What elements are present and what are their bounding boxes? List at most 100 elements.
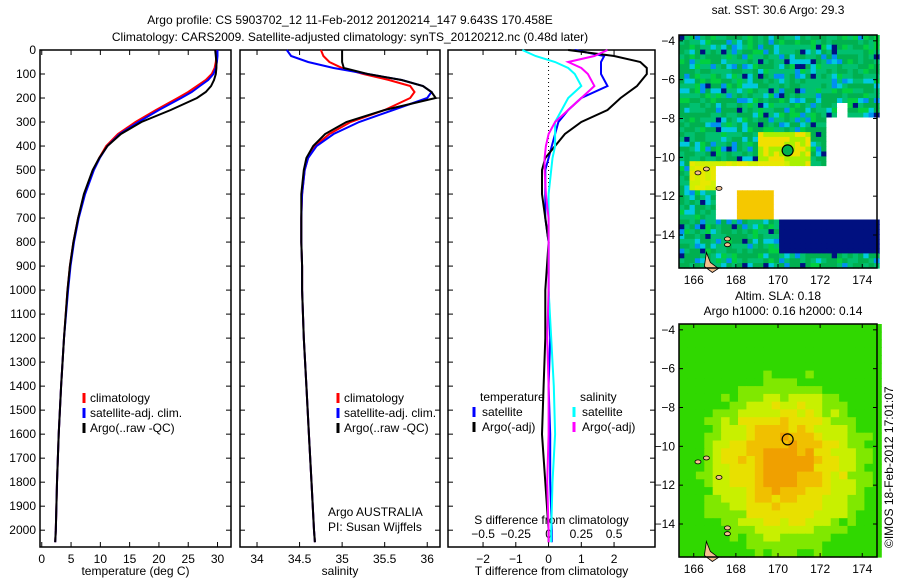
- map-cell: [858, 73, 864, 80]
- map-cell: [797, 432, 806, 442]
- map-cell: [754, 525, 764, 535]
- map-cell: [729, 393, 739, 403]
- map-cell: [679, 393, 688, 403]
- island-shape: [694, 170, 702, 176]
- map-cell: [805, 78, 812, 85]
- map-cell: [752, 132, 759, 138]
- map-cell: [788, 378, 798, 387]
- map-cell: [768, 112, 775, 119]
- map-cell: [852, 127, 859, 133]
- map-cell: [847, 132, 854, 138]
- map-cell: [742, 161, 749, 167]
- map-cell: [868, 103, 875, 109]
- x-tick-label: 0: [545, 552, 552, 566]
- map-cell: [687, 378, 697, 387]
- map-cell: [689, 209, 696, 216]
- map-cell: [852, 224, 859, 230]
- y-tick-label: −8: [661, 111, 675, 125]
- map-cell: [822, 362, 832, 372]
- map-cell: [736, 214, 743, 221]
- map-cell: [839, 409, 849, 418]
- map-cell: [805, 73, 812, 80]
- map-cell: [784, 224, 791, 230]
- map-cell: [758, 224, 764, 230]
- map-cell: [780, 541, 790, 550]
- map-cell: [752, 136, 759, 143]
- map-cell: [789, 234, 796, 240]
- map-cell: [858, 219, 864, 225]
- map-cell: [800, 54, 806, 60]
- map-cell: [729, 533, 739, 543]
- map-cell: [731, 136, 738, 143]
- map-cell: [810, 122, 817, 128]
- map-cell: [822, 355, 832, 364]
- map-cell: [758, 166, 764, 172]
- map-cell: [800, 185, 806, 191]
- map-cell: [830, 471, 840, 480]
- map-cell: [771, 409, 781, 418]
- map-cell: [715, 54, 722, 60]
- map-cell: [758, 49, 764, 56]
- map-cell: [715, 98, 722, 104]
- map-cell: [731, 151, 738, 157]
- map-cell: [842, 200, 849, 206]
- map-cell: [852, 175, 859, 182]
- map-cell: [746, 471, 756, 480]
- map-cell: [763, 471, 773, 480]
- map-cell: [700, 258, 706, 264]
- map-cell: [715, 224, 722, 230]
- map-cell: [868, 175, 875, 182]
- map-cell: [704, 533, 714, 543]
- map-cell: [710, 122, 717, 128]
- map-cell: [858, 263, 864, 269]
- map-cell: [704, 463, 714, 473]
- map-cell: [794, 161, 801, 167]
- map-cell: [721, 107, 727, 114]
- map-cell: [863, 73, 870, 80]
- map-cell: [800, 243, 806, 250]
- map-cell: [731, 263, 738, 269]
- map-cell: [729, 479, 739, 488]
- map-cell: [813, 432, 823, 442]
- map-cell: [864, 471, 874, 480]
- map-cell: [721, 229, 727, 235]
- map-cell: [815, 258, 822, 264]
- y-tick-label: 100: [16, 67, 36, 81]
- map-cell: [704, 370, 714, 379]
- map-cell: [831, 166, 838, 172]
- map-cell: [752, 161, 759, 167]
- map-cell: [747, 229, 754, 235]
- map-cell: [687, 549, 697, 558]
- map-cell: [736, 253, 743, 259]
- map-cell: [864, 510, 874, 519]
- map-cell: [752, 166, 759, 172]
- map-cell: [694, 44, 701, 51]
- map-cell: [768, 180, 775, 187]
- map-cell: [679, 425, 688, 434]
- map-cell: [858, 88, 864, 94]
- map-cell: [687, 393, 697, 403]
- map-cell: [826, 73, 833, 80]
- plot-frame: [447, 49, 656, 548]
- map-cell: [826, 146, 833, 153]
- map-cell: [710, 243, 717, 250]
- map-cell: [726, 190, 733, 196]
- map-cell: [794, 98, 801, 104]
- map-cell: [700, 88, 706, 94]
- map-cell: [754, 463, 764, 473]
- map-cell: [752, 209, 759, 216]
- map-cell: [738, 409, 747, 418]
- map-cell: [736, 136, 743, 143]
- map-cell: [813, 347, 823, 356]
- map-cell: [687, 386, 697, 395]
- map-cell: [736, 209, 743, 216]
- map-cell: [855, 386, 865, 395]
- map-cell: [789, 209, 796, 216]
- map-cell: [858, 127, 864, 133]
- y-tick-label: 600: [16, 187, 36, 201]
- map-cell: [831, 214, 838, 221]
- map-cell: [788, 370, 798, 379]
- map-cell: [797, 525, 806, 535]
- map-cell: [784, 59, 791, 65]
- map-cell: [805, 234, 812, 240]
